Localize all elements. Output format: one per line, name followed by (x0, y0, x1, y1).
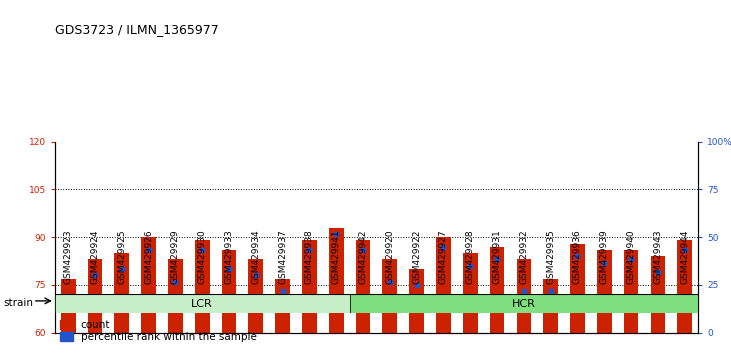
Bar (490, 247, 504, 333)
Bar (168, 259, 183, 333)
Text: GSM429927: GSM429927 (439, 230, 448, 284)
Text: GSM429933: GSM429933 (224, 230, 233, 285)
Bar (356, 240, 371, 333)
Legend: count, percentile rank within the sample: count, percentile rank within the sample (60, 320, 257, 342)
Bar (436, 237, 451, 333)
Bar (276, 279, 290, 333)
Bar (463, 253, 477, 333)
Text: LCR: LCR (192, 298, 213, 309)
Bar (624, 250, 638, 333)
Text: GSM429923: GSM429923 (64, 230, 72, 284)
Bar (651, 256, 665, 333)
Bar (678, 240, 692, 333)
Text: GSM429931: GSM429931 (493, 230, 501, 285)
Bar (349, 294, 698, 313)
Bar (88, 259, 102, 333)
Bar (597, 250, 612, 333)
Bar (517, 259, 531, 333)
Text: GSM429929: GSM429929 (171, 230, 180, 284)
Text: GSM429920: GSM429920 (385, 230, 394, 284)
Text: GSM429943: GSM429943 (654, 230, 662, 284)
Bar (221, 250, 236, 333)
Text: GSM429941: GSM429941 (332, 230, 341, 284)
Text: GSM429922: GSM429922 (412, 230, 421, 284)
Text: GSM429934: GSM429934 (251, 230, 260, 284)
Bar (195, 240, 210, 333)
Text: GSM429938: GSM429938 (305, 230, 314, 285)
Bar (409, 269, 424, 333)
Bar (115, 253, 129, 333)
Text: GSM429942: GSM429942 (359, 230, 368, 284)
Bar (249, 259, 263, 333)
Text: GSM429935: GSM429935 (546, 230, 555, 285)
Bar (55, 294, 349, 313)
Text: strain: strain (4, 298, 34, 308)
Text: GSM429939: GSM429939 (600, 230, 609, 285)
Bar (329, 228, 344, 333)
Text: HCR: HCR (512, 298, 536, 309)
Text: GSM429937: GSM429937 (279, 230, 287, 285)
Text: GDS3723 / ILMN_1365977: GDS3723 / ILMN_1365977 (55, 23, 219, 36)
Bar (570, 244, 585, 333)
Bar (543, 279, 558, 333)
Text: GSM429932: GSM429932 (520, 230, 529, 284)
Bar (141, 237, 156, 333)
Text: GSM429944: GSM429944 (681, 230, 689, 284)
Text: GSM429936: GSM429936 (573, 230, 582, 285)
Bar (382, 259, 397, 333)
Bar (302, 240, 317, 333)
Text: GSM429930: GSM429930 (198, 230, 207, 285)
Text: GSM429924: GSM429924 (91, 230, 99, 284)
Text: GSM429940: GSM429940 (626, 230, 635, 284)
Bar (61, 279, 75, 333)
Text: GSM429925: GSM429925 (118, 230, 126, 284)
Text: GSM429926: GSM429926 (144, 230, 153, 284)
Text: GSM429928: GSM429928 (466, 230, 474, 284)
